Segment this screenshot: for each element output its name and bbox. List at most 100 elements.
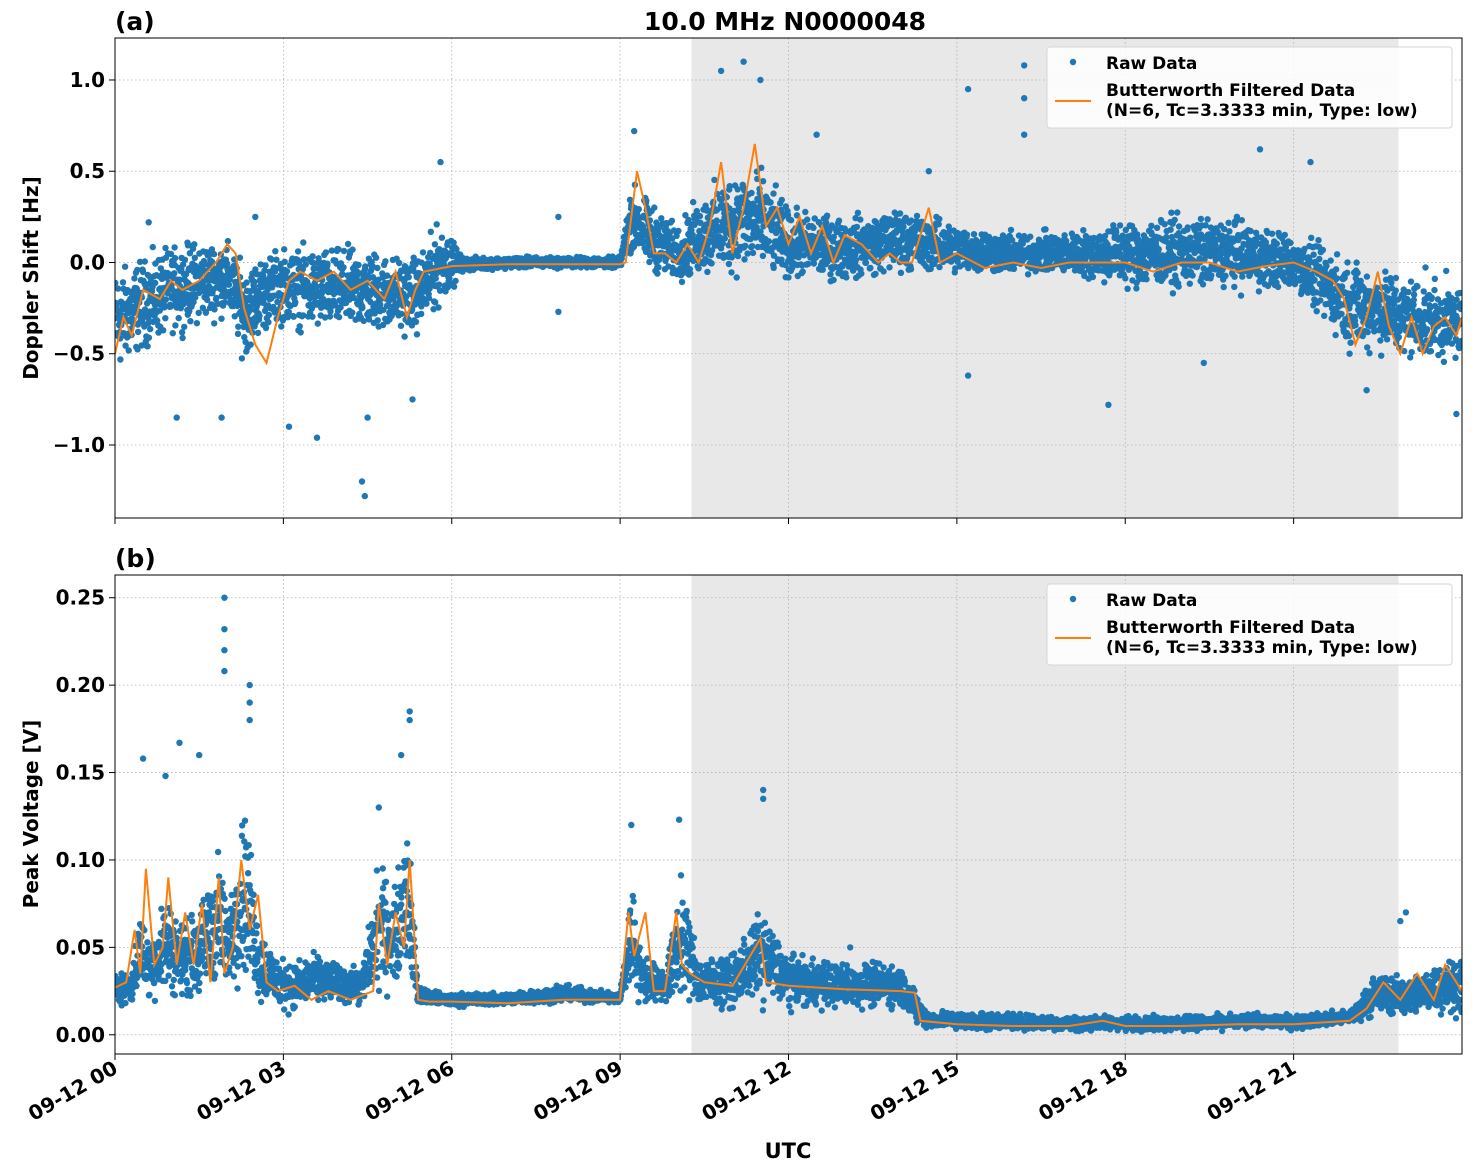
raw-data-point xyxy=(1231,273,1238,280)
raw-data-point xyxy=(251,278,258,286)
raw-data-point xyxy=(843,274,850,281)
raw-data-point xyxy=(372,254,380,261)
raw-data-point xyxy=(224,260,231,267)
raw-data-point xyxy=(886,264,893,271)
raw-data-point xyxy=(1231,283,1238,291)
raw-data-point xyxy=(396,259,403,267)
raw-data-point xyxy=(759,252,767,260)
raw-data-point xyxy=(867,264,874,272)
raw-data-point xyxy=(1353,259,1360,266)
raw-data-point xyxy=(1247,227,1254,235)
raw-data-point xyxy=(252,266,259,273)
raw-data-point xyxy=(340,247,348,255)
raw-data-point xyxy=(1148,222,1155,229)
raw-data-point xyxy=(377,301,384,309)
raw-data-point xyxy=(1238,217,1246,224)
raw-data-point xyxy=(804,216,811,223)
raw-data-point xyxy=(1363,273,1371,280)
raw-data-point xyxy=(1169,290,1177,297)
raw-data-point xyxy=(427,249,434,257)
raw-data-point xyxy=(1332,331,1339,339)
raw-data-point xyxy=(431,241,439,248)
raw-data-point xyxy=(695,265,702,272)
raw-data-point xyxy=(1222,272,1229,279)
raw-data-point xyxy=(1313,308,1320,315)
raw-data-point xyxy=(262,324,270,332)
raw-data-point xyxy=(721,235,728,242)
raw-data-point xyxy=(272,248,279,255)
raw-data-point xyxy=(117,356,124,363)
raw-data-point xyxy=(687,270,694,277)
raw-data-point xyxy=(1323,262,1330,270)
raw-data-point xyxy=(896,210,904,217)
raw-data-point xyxy=(309,313,316,320)
raw-data-point xyxy=(793,204,800,211)
raw-data-point xyxy=(1027,233,1034,240)
raw-data-point xyxy=(398,310,405,318)
raw-data-point xyxy=(1204,216,1211,223)
raw-data-point xyxy=(1061,232,1068,239)
raw-data-point xyxy=(300,239,307,246)
raw-data-point xyxy=(131,275,138,282)
raw-data-point xyxy=(320,296,327,303)
raw-data-point xyxy=(235,323,242,330)
raw-data-point xyxy=(1332,266,1340,273)
raw-data-point xyxy=(152,279,159,287)
raw-data-point xyxy=(136,258,144,265)
raw-data-point xyxy=(265,319,272,326)
raw-data-point xyxy=(725,260,733,268)
raw-data-point xyxy=(741,256,748,263)
raw-data-point xyxy=(349,246,356,253)
raw-data-point xyxy=(178,329,186,336)
raw-data-point xyxy=(450,239,457,246)
raw-data-point xyxy=(1122,275,1129,282)
raw-data-point xyxy=(191,241,198,248)
raw-data-point xyxy=(1089,273,1097,281)
raw-data-point xyxy=(171,254,179,262)
raw-data-point xyxy=(256,312,263,319)
raw-data-point xyxy=(853,223,861,231)
raw-data-point xyxy=(1134,235,1142,242)
raw-data-point xyxy=(453,245,460,253)
raw-data-point xyxy=(1101,279,1108,286)
raw-data-point xyxy=(326,313,334,320)
raw-data-point xyxy=(1163,233,1170,241)
raw-data-point xyxy=(1167,226,1174,233)
raw-data-point xyxy=(1319,246,1327,254)
raw-data-point xyxy=(340,264,347,271)
raw-data-point xyxy=(401,333,408,340)
raw-data-point xyxy=(872,270,879,278)
raw-data-point xyxy=(1274,283,1282,291)
raw-data-point xyxy=(299,266,306,273)
raw-data-point xyxy=(1375,302,1383,309)
raw-data-point xyxy=(730,228,737,236)
raw-data-point xyxy=(785,274,792,281)
raw-data-point xyxy=(234,330,242,337)
raw-data-point xyxy=(423,300,430,307)
raw-data-point xyxy=(1155,246,1162,253)
raw-data-point xyxy=(169,330,176,337)
raw-data-point xyxy=(1268,230,1276,237)
raw-data-point xyxy=(726,183,733,190)
raw-data-point xyxy=(371,310,378,317)
raw-data-point xyxy=(183,291,191,298)
raw-data-point xyxy=(1119,232,1126,239)
raw-data-point xyxy=(1199,281,1207,288)
raw-data-point xyxy=(236,254,244,261)
raw-data-point xyxy=(772,182,779,189)
raw-data-point xyxy=(655,264,662,271)
raw-data-point xyxy=(749,243,756,250)
raw-data-point xyxy=(802,208,809,216)
raw-data-point xyxy=(274,298,281,306)
raw-data-point xyxy=(852,256,860,264)
raw-data-point xyxy=(359,304,366,312)
raw-data-point xyxy=(299,312,307,319)
raw-data-point xyxy=(690,198,697,206)
raw-data-point xyxy=(1382,268,1389,275)
raw-data-point xyxy=(635,206,642,213)
raw-data-point xyxy=(344,240,352,248)
raw-data-point xyxy=(238,355,246,362)
raw-data-point xyxy=(1317,297,1324,304)
raw-data-point xyxy=(247,341,254,348)
raw-data-point xyxy=(651,204,658,211)
